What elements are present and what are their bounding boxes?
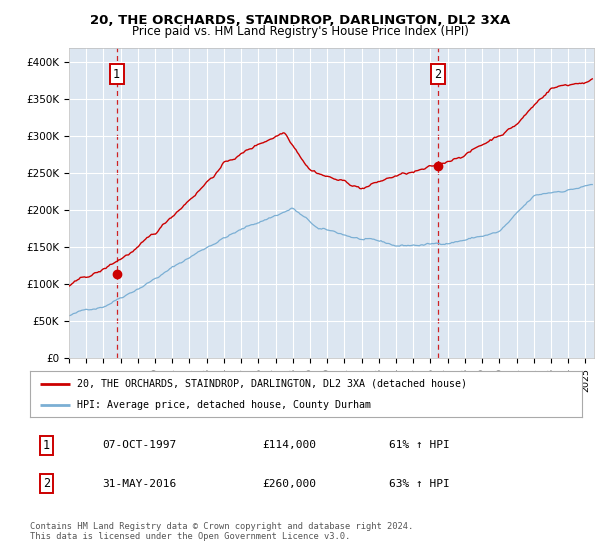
Text: 20, THE ORCHARDS, STAINDROP, DARLINGTON, DL2 3XA (detached house): 20, THE ORCHARDS, STAINDROP, DARLINGTON,… (77, 379, 467, 389)
Text: 1: 1 (113, 68, 120, 81)
Text: HPI: Average price, detached house, County Durham: HPI: Average price, detached house, Coun… (77, 400, 371, 410)
Text: Contains HM Land Registry data © Crown copyright and database right 2024.
This d: Contains HM Land Registry data © Crown c… (30, 522, 413, 542)
Text: 1: 1 (43, 439, 50, 452)
Text: 61% ↑ HPI: 61% ↑ HPI (389, 441, 449, 450)
Text: 2: 2 (434, 68, 441, 81)
Text: £260,000: £260,000 (262, 479, 316, 488)
Text: £114,000: £114,000 (262, 441, 316, 450)
Text: Price paid vs. HM Land Registry's House Price Index (HPI): Price paid vs. HM Land Registry's House … (131, 25, 469, 38)
Text: 20, THE ORCHARDS, STAINDROP, DARLINGTON, DL2 3XA: 20, THE ORCHARDS, STAINDROP, DARLINGTON,… (90, 13, 510, 27)
Text: 63% ↑ HPI: 63% ↑ HPI (389, 479, 449, 488)
Text: 31-MAY-2016: 31-MAY-2016 (102, 479, 176, 488)
Text: 2: 2 (43, 477, 50, 490)
Text: 07-OCT-1997: 07-OCT-1997 (102, 441, 176, 450)
